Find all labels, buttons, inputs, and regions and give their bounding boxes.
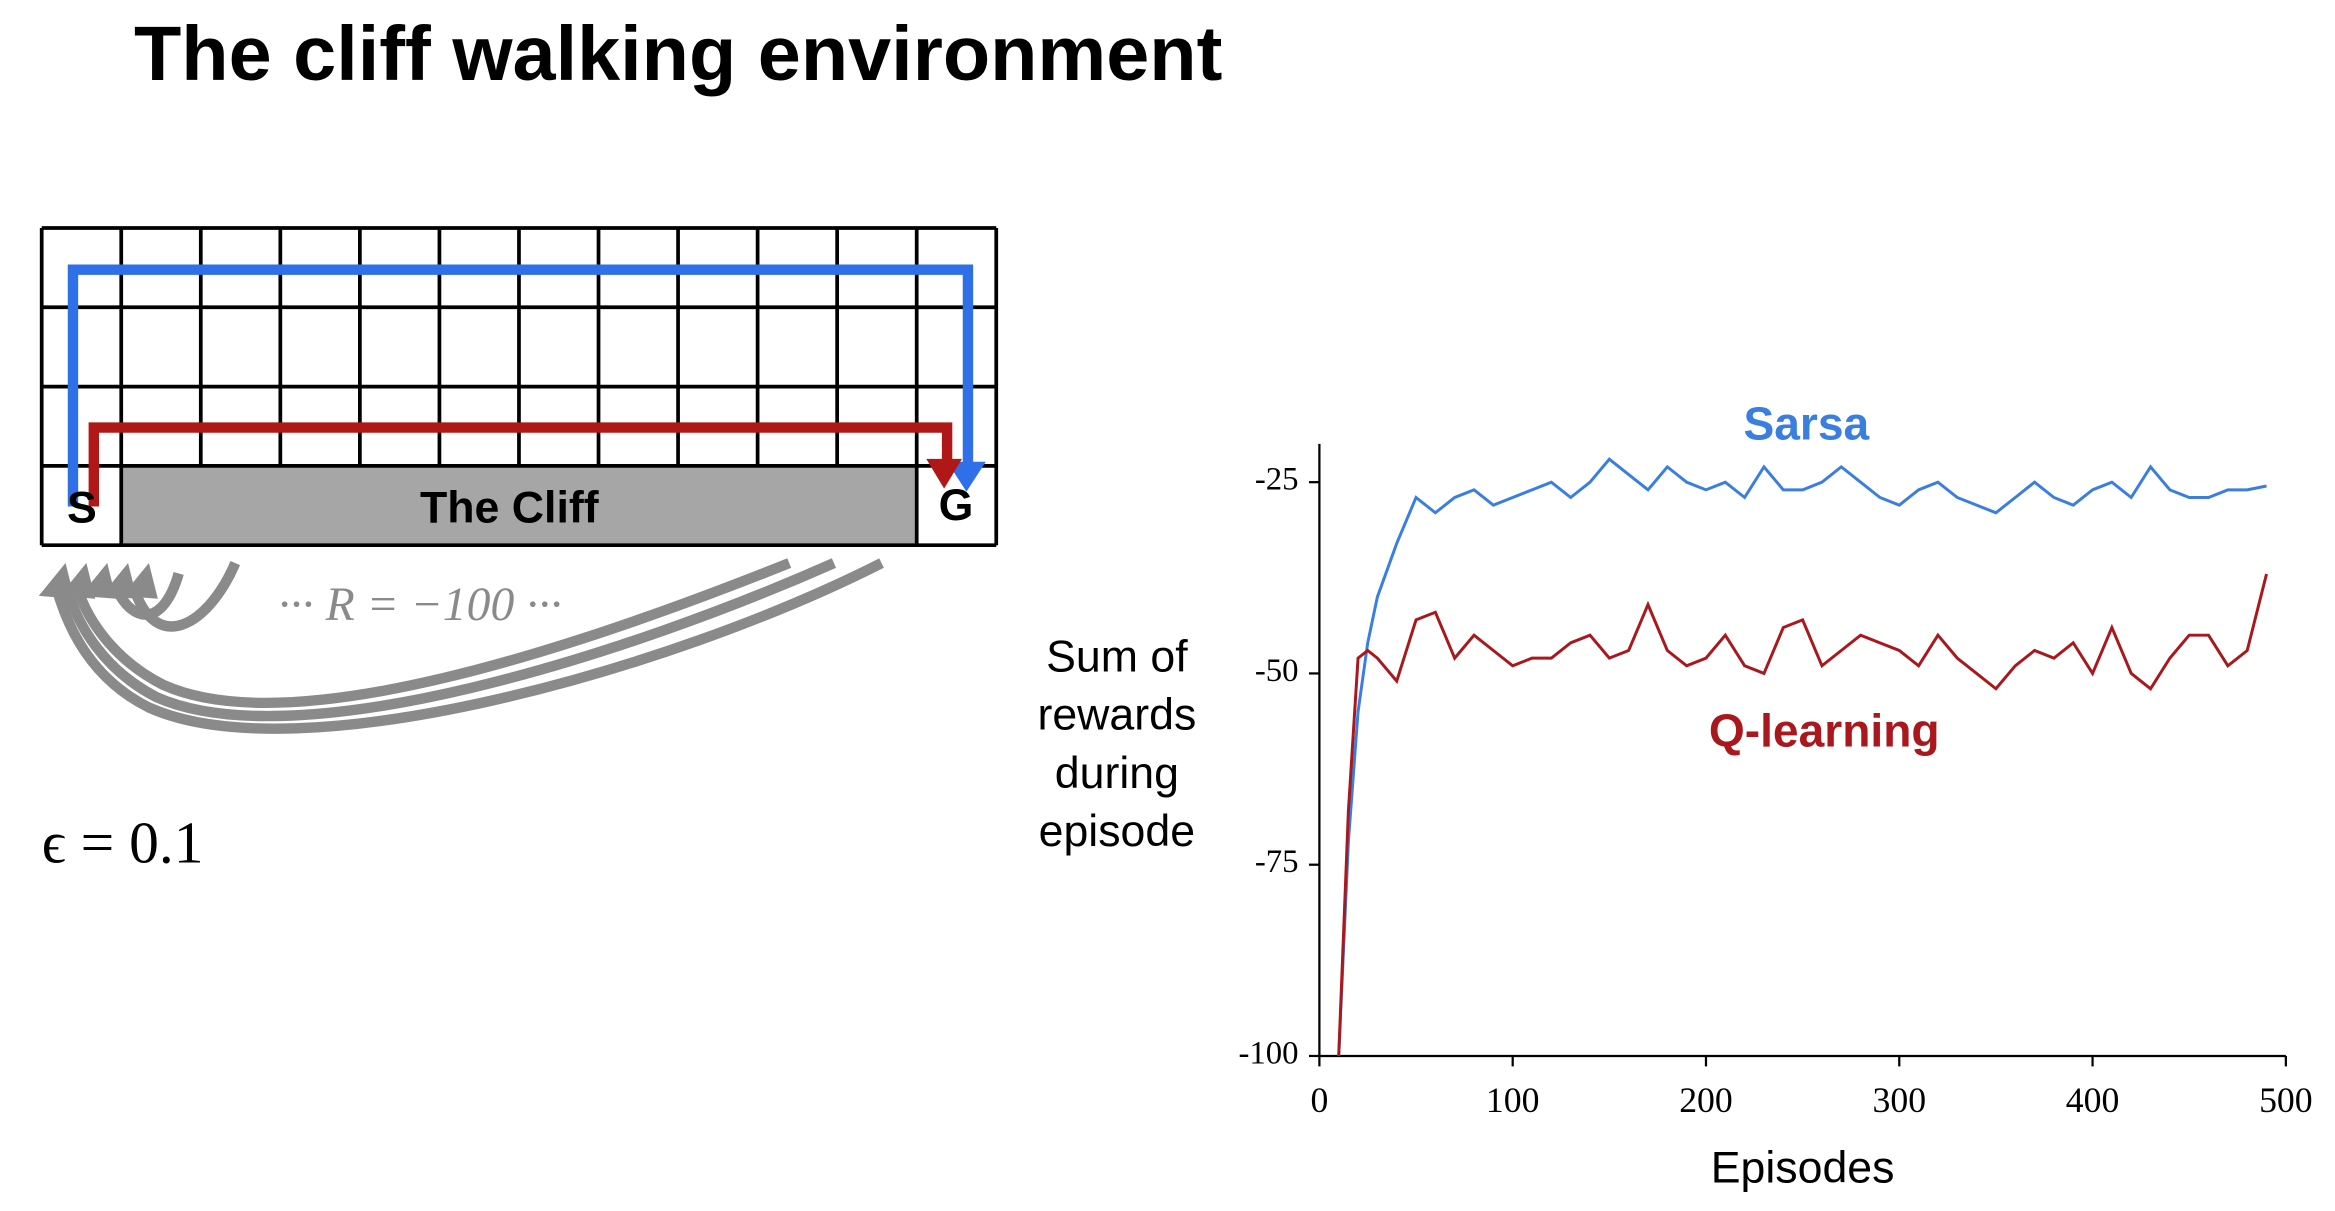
y-axis-label: rewards — [1037, 691, 1196, 740]
y-axis-label: Sum of — [1046, 633, 1188, 682]
x-tick-label: 300 — [1872, 1080, 1926, 1120]
fall-curve — [72, 558, 792, 708]
x-tick-label: 500 — [2259, 1080, 2313, 1120]
cliff-area — [122, 466, 916, 546]
epsilon-label: ϵ = 0.1 — [42, 810, 204, 876]
sarsa-arrow — [947, 461, 986, 492]
x-tick-label: 100 — [1486, 1080, 1540, 1120]
x-axis-label: Episodes — [1711, 1143, 1895, 1192]
reward-label: ··· R = −100 ··· — [278, 579, 562, 631]
sarsa-path — [67, 264, 974, 507]
y-tick-label: -75 — [1255, 844, 1299, 880]
x-tick-label: 0 — [1310, 1080, 1328, 1120]
series-label: Sarsa — [1743, 398, 1869, 450]
cliff-label: The Cliff — [420, 484, 599, 533]
fall-curve — [51, 558, 884, 734]
fall-curve — [111, 571, 184, 620]
goal-label: G — [939, 481, 974, 530]
qlearning-path — [88, 422, 953, 507]
chart: -100 -75 -50 -25 0 100 200 300 400 500 Episodes Sum… — [1037, 398, 2312, 1193]
slide-title: The cliff walking environment — [134, 11, 1222, 97]
y-tick-label: -100 — [1239, 1035, 1299, 1071]
series-line — [1337, 457, 2267, 1057]
x-tick-label: 400 — [2066, 1080, 2120, 1120]
grid-world: S G The Cliff — [39, 226, 999, 548]
y-tick-label: -25 — [1255, 462, 1299, 498]
start-label: S — [67, 484, 97, 533]
fall-arrowheads — [38, 563, 158, 599]
series-label: Q-learning — [1709, 704, 1940, 756]
qlearning-arrow — [926, 458, 962, 489]
y-axis-label: during — [1055, 749, 1179, 798]
y-axis-label: episode — [1039, 807, 1195, 856]
series-line — [1337, 573, 2268, 1057]
fall-curve — [61, 558, 837, 722]
fall-arrows — [51, 558, 884, 734]
y-tick-label: -50 — [1255, 653, 1299, 689]
x-tick-label: 200 — [1679, 1080, 1733, 1120]
fall-curve — [129, 561, 241, 632]
